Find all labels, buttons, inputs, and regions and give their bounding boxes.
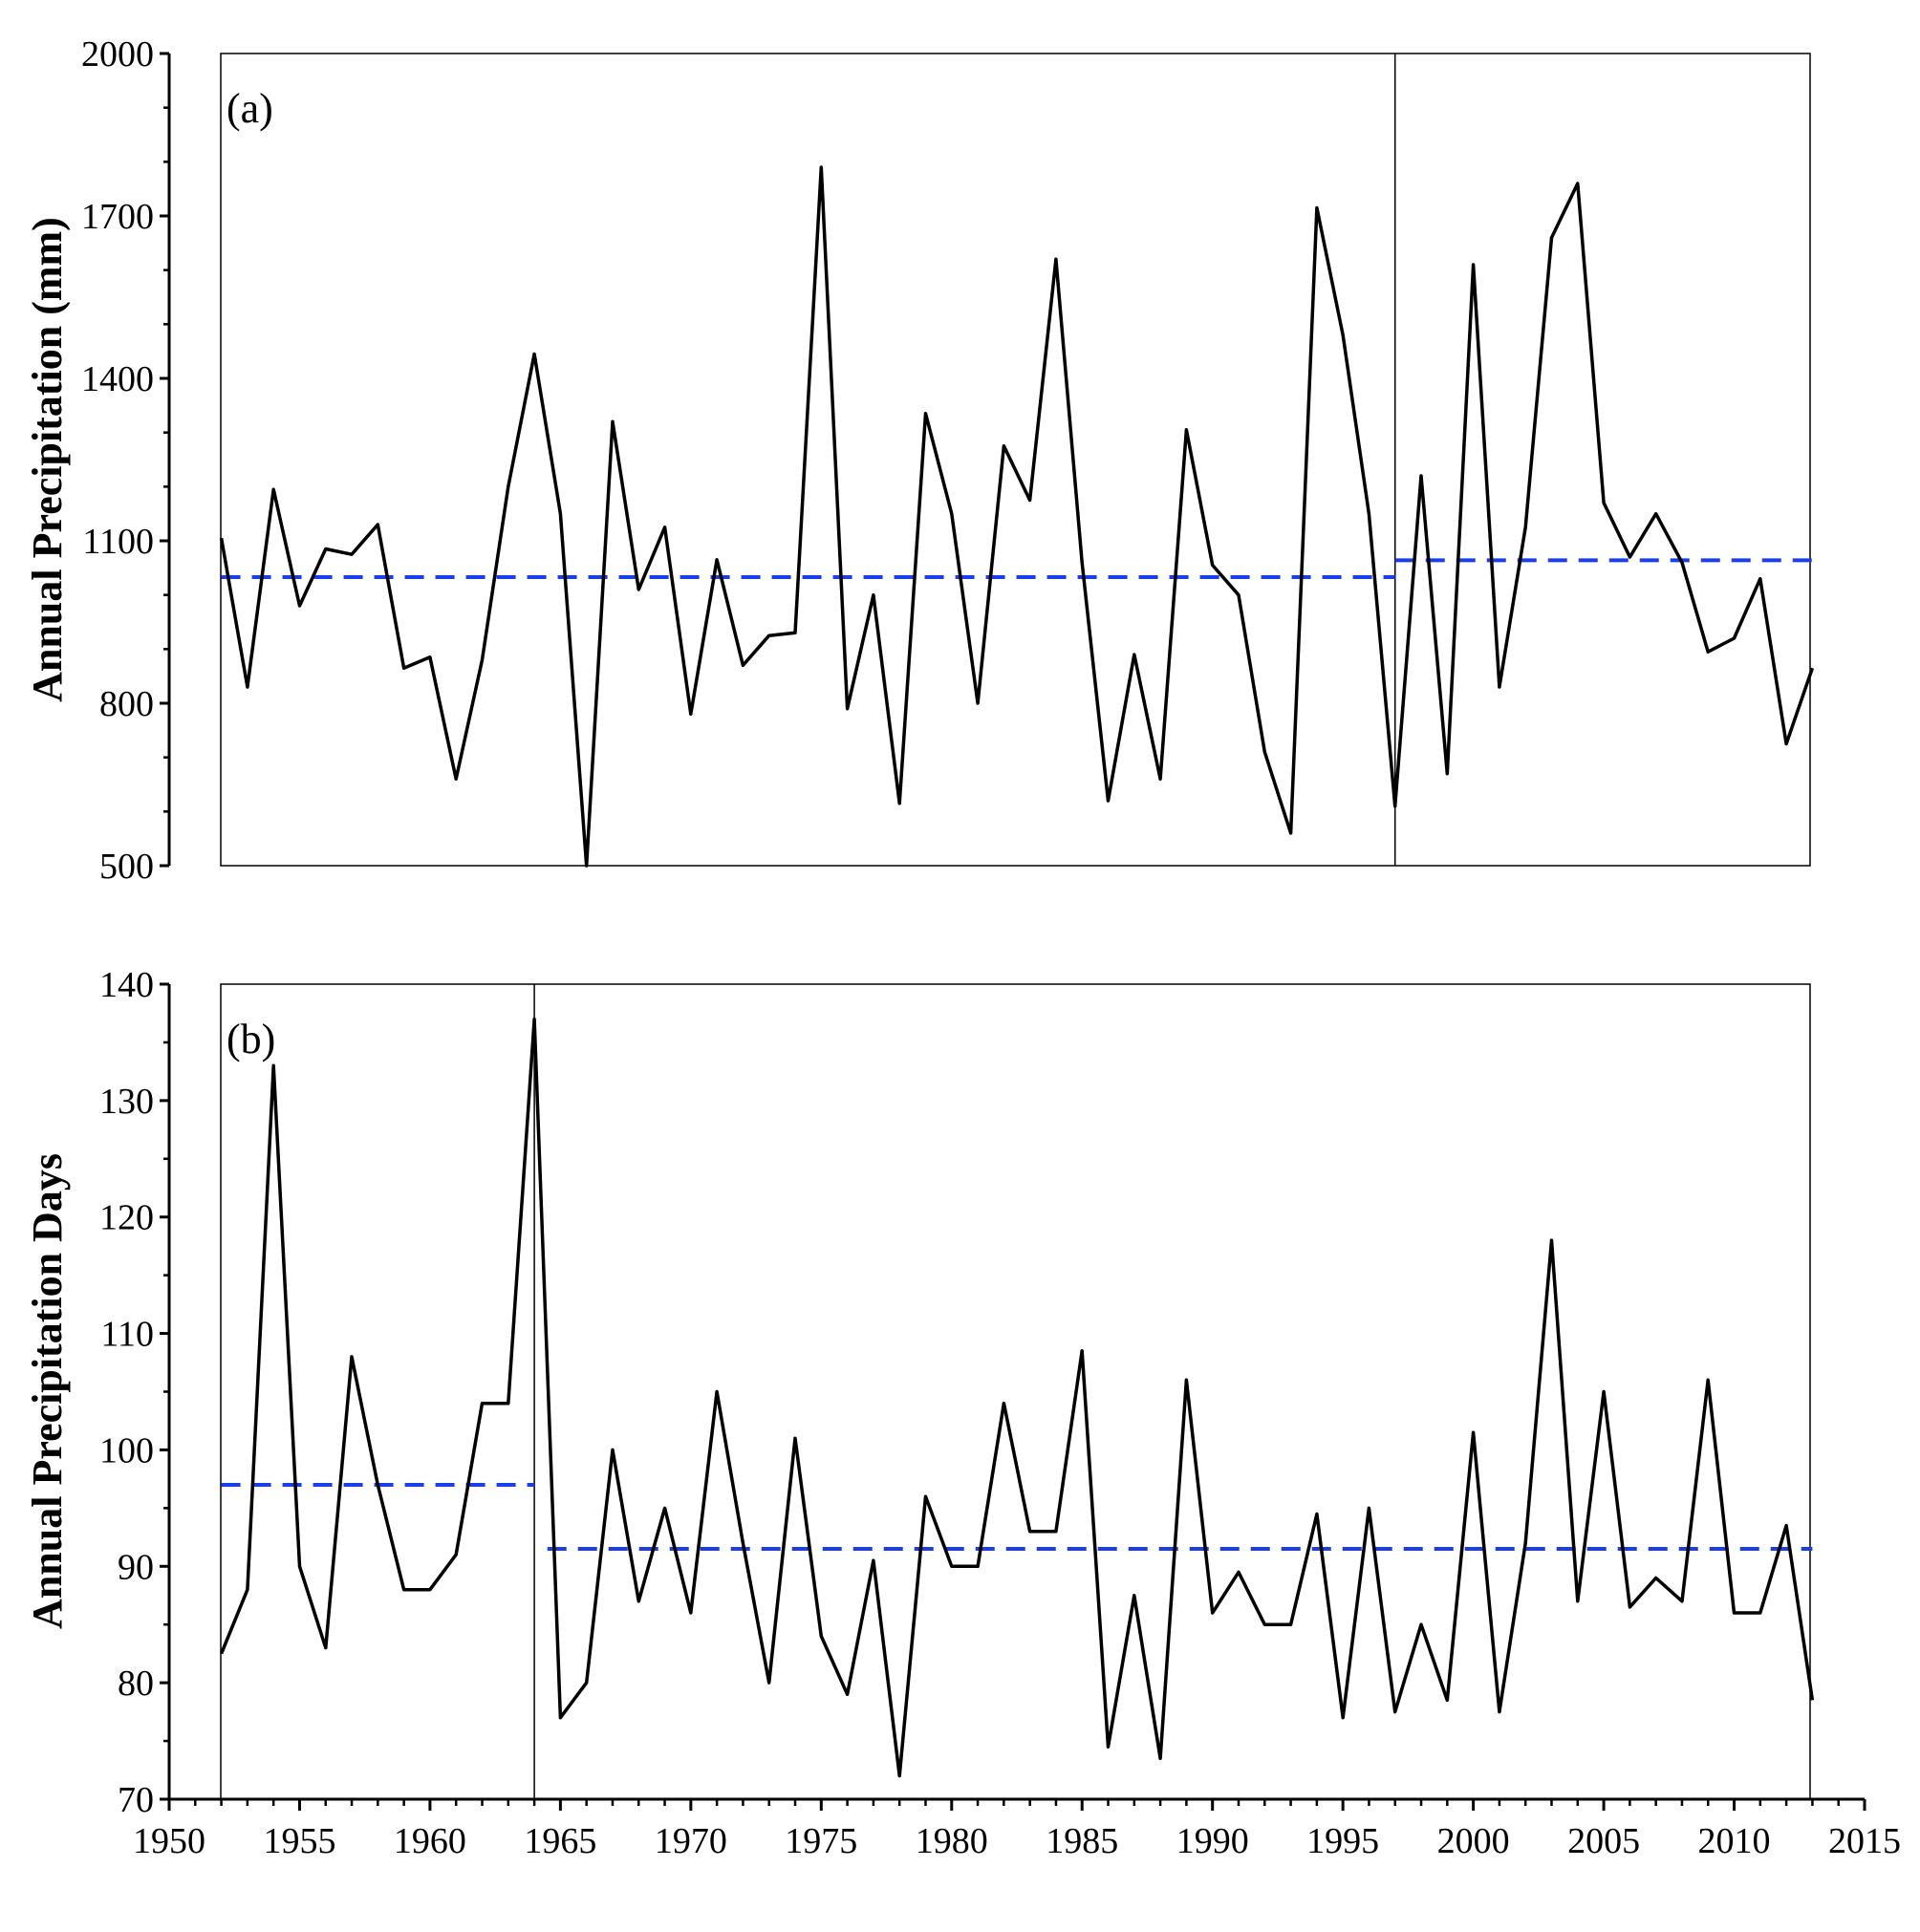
panel-b-y-tick-label: 130 (99, 1082, 154, 1122)
panel-b-x-tick-label: 1990 (1176, 1821, 1249, 1861)
panel-b-y-tick-label: 100 (99, 1430, 154, 1470)
panel-b-precipitation-days: 70 80 90 100 110 120 130 140 1950 1955 1960 1965 19… (24, 965, 1901, 1861)
panel-b-x-tick-label: 1960 (394, 1821, 466, 1861)
panel-b-x-tick-label: 1985 (1046, 1821, 1118, 1861)
panel-a-y-tick-label: 500 (99, 847, 154, 887)
panel-a-y-tick-label: 1400 (81, 359, 154, 399)
panel-b-y-tick-label: 80 (118, 1664, 154, 1704)
panel-b-x-tick-label: 1970 (655, 1821, 727, 1861)
panel-b-x-tick-label: 1965 (524, 1821, 596, 1861)
panel-b-x-tick-label: 1950 (133, 1821, 205, 1861)
panel-b-y-tick-label: 90 (118, 1547, 154, 1587)
panel-a-y-tick-label: 2000 (81, 34, 154, 75)
panel-b-x-tick-label: 2000 (1437, 1821, 1510, 1861)
panel-b-y-axis-title: Annual Precipitation Days (24, 1153, 71, 1629)
panel-a-label: (a) (227, 85, 273, 132)
panel-b-y-tick-label: 110 (100, 1315, 154, 1355)
panel-a-y-tick-label: 1700 (81, 197, 154, 237)
panel-a-frame (220, 53, 1811, 867)
panel-a-y-tick-label: 1100 (82, 522, 154, 562)
panel-b-x-tick-label: 2010 (1698, 1821, 1771, 1861)
panel-b-series-line (219, 1017, 1815, 1778)
panel-b-x-tick-label: 1980 (916, 1821, 988, 1861)
panel-a-y-axis-title: Annual Precipitation (mm) (24, 217, 71, 702)
panel-a-y-tick-label: 800 (99, 684, 154, 724)
panel-b-frame (220, 983, 1811, 1800)
panel-b-label: (b) (227, 1016, 275, 1063)
panel-b-x-tick-label: 2005 (1567, 1821, 1640, 1861)
panel-b-y-tick-label: 70 (118, 1780, 154, 1820)
panel-b-x-tick-label: 1995 (1306, 1821, 1379, 1861)
panel-b-x-tick-label: 1975 (785, 1821, 857, 1861)
panel-a-precipitation: 500 800 1100 1400 1700 2000 (a) Annual Precip… (24, 34, 1815, 887)
panel-b-x-tick-label: 2015 (1828, 1821, 1901, 1861)
panel-a-series-line (219, 165, 1815, 868)
panel-b-y-tick-label: 140 (99, 965, 154, 1005)
panel-b-x-tick-label: 1955 (263, 1821, 335, 1861)
panel-b-y-tick-label: 120 (99, 1198, 154, 1238)
